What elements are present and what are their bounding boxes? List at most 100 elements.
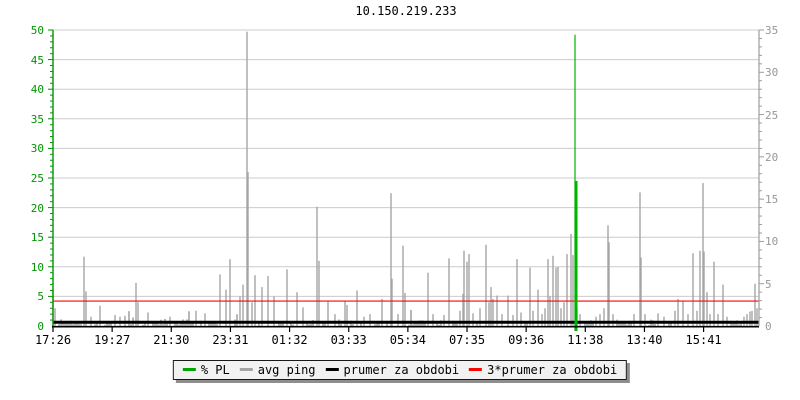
avg-ping-bar	[195, 310, 197, 326]
legend-box: % PL avg ping prumer za obdobi 3*prumer za …	[172, 360, 628, 380]
avg-ping-noise-bar	[408, 324, 410, 326]
legend-item: avg ping	[239, 363, 316, 377]
avg-ping-bar	[99, 305, 101, 326]
y-axis-label-right: 25	[765, 108, 779, 122]
avg-ping-bar	[709, 314, 711, 326]
avg-ping-noise-bar	[376, 322, 378, 326]
avg-ping-noise-bar	[190, 322, 192, 326]
avg-ping-bar	[137, 302, 139, 326]
avg-ping-noise-bar	[630, 323, 632, 326]
avg-ping-noise-bar	[374, 324, 376, 326]
avg-ping-noise-bar	[94, 324, 96, 326]
avg-ping-bar	[692, 253, 694, 326]
y-axis-label-left: 35	[30, 112, 44, 126]
avg-ping-noise-bar	[188, 311, 190, 326]
avg-ping-noise-bar	[130, 324, 132, 326]
avg-ping-noise-bar	[292, 324, 294, 326]
avg-ping-bar	[397, 314, 399, 326]
graph-title: 10.150.219.233	[355, 4, 457, 18]
avg-ping-noise-bar	[436, 322, 438, 326]
avg-ping-bar	[427, 272, 429, 326]
legend-swatch-icon	[239, 368, 253, 371]
avg-ping-bar	[512, 315, 514, 326]
avg-ping-bar	[391, 278, 393, 326]
avg-ping-noise-bar	[158, 324, 160, 326]
avg-ping-noise-bar	[104, 324, 106, 326]
avg-ping-noise-bar	[584, 323, 586, 326]
avg-ping-noise-bar	[592, 322, 594, 326]
x-axis-label: 17:26	[34, 333, 72, 347]
avg-ping-bar	[239, 296, 241, 326]
avg-ping-bar	[296, 292, 298, 326]
avg-ping-bar	[344, 301, 346, 326]
avg-ping-bar	[640, 257, 642, 326]
avg-ping-bar	[717, 314, 719, 326]
avg-ping-bar	[147, 312, 149, 326]
avg-ping-bar	[756, 308, 758, 326]
avg-ping-bar	[537, 289, 539, 326]
avg-ping-bar	[472, 313, 474, 326]
x-axis-label: 11:38	[567, 333, 604, 347]
avg-ping-bar	[229, 259, 231, 326]
y-axis-label-right: 10	[765, 235, 779, 249]
avg-ping-bar	[639, 192, 641, 326]
avg-ping-bar	[356, 290, 358, 326]
avg-ping-bar	[443, 315, 445, 326]
y-axis-label-right: 0	[765, 320, 772, 333]
avg-ping-bar	[318, 260, 320, 326]
y-axis-label-left: 0	[37, 320, 44, 333]
avg-ping-bar	[544, 308, 546, 326]
avg-ping-bar	[448, 258, 450, 326]
avg-ping-noise-bar	[64, 322, 66, 326]
avg-ping-noise-bar	[236, 314, 238, 326]
avg-ping-noise-bar	[424, 321, 426, 326]
avg-ping-noise-bar	[290, 321, 292, 326]
avg-ping-noise-bar	[110, 321, 112, 326]
avg-ping-bar	[702, 183, 704, 326]
avg-ping-noise-bar	[78, 323, 80, 326]
avg-ping-noise-bar	[670, 322, 672, 326]
avg-ping-bar	[603, 308, 605, 326]
avg-ping-bar	[390, 193, 392, 326]
avg-ping-noise-bar	[68, 323, 70, 326]
avg-ping-noise-bar	[654, 323, 656, 326]
avg-ping-bar	[722, 284, 724, 326]
y-axis-label-right: 20	[765, 150, 779, 164]
avg-ping-bar	[261, 287, 263, 326]
avg-ping-bar	[633, 314, 635, 326]
avg-ping-noise-bar	[622, 321, 624, 326]
avg-ping-bar	[657, 313, 659, 326]
avg-ping-noise-bar	[586, 323, 588, 326]
y-axis-label-left: 15	[30, 231, 44, 245]
x-axis-label: 03:33	[330, 333, 367, 347]
avg-ping-bar	[516, 259, 518, 326]
avg-ping-bar	[746, 314, 748, 326]
avg-ping-noise-bar	[152, 322, 154, 326]
avg-ping-noise-bar	[352, 324, 354, 326]
avg-ping-bar	[552, 255, 554, 326]
avg-ping-bar	[541, 314, 543, 326]
avg-ping-noise-bar	[306, 322, 308, 326]
avg-ping-noise-bar	[738, 324, 740, 326]
avg-ping-noise-bar	[624, 322, 626, 326]
avg-ping-bar	[687, 314, 689, 326]
avg-ping-bar	[83, 256, 85, 326]
avg-ping-bar	[479, 308, 481, 326]
avg-ping-bar	[225, 289, 227, 326]
y-axis-label-left: 50	[30, 24, 44, 37]
y-axis-label-left: 10	[30, 260, 44, 274]
avg-ping-noise-bar	[106, 321, 108, 326]
avg-ping-noise-bar	[668, 323, 670, 326]
avg-ping-noise-bar	[80, 324, 82, 326]
avg-ping-bar	[749, 311, 751, 326]
y-axis-label-right: 35	[765, 24, 779, 37]
avg-ping-noise-bar	[414, 322, 416, 326]
avg-ping-bar	[547, 259, 549, 326]
avg-ping-bar	[674, 310, 676, 326]
avg-ping-bar	[703, 251, 705, 326]
avg-ping-noise-bar	[208, 321, 210, 326]
avg-ping-bar	[488, 302, 490, 326]
avg-ping-bar	[501, 314, 503, 326]
avg-ping-noise-bar	[740, 322, 742, 326]
